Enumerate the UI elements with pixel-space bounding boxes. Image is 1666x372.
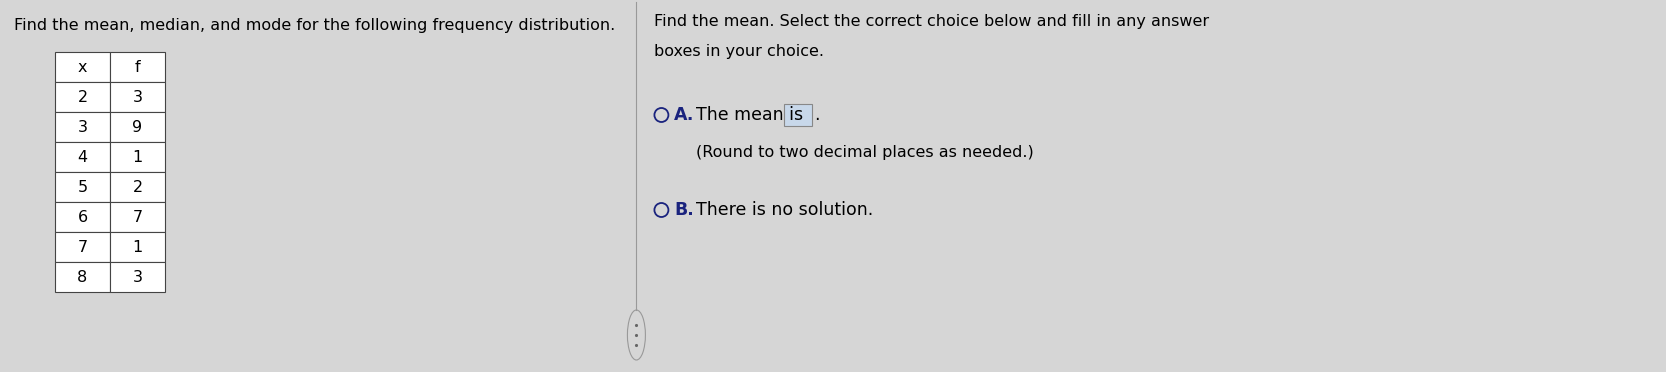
Bar [110, 142, 165, 172]
Text: 2: 2 [132, 180, 143, 195]
Bar [55, 142, 110, 172]
Bar [110, 112, 165, 142]
Bar [785, 104, 813, 126]
Text: 2: 2 [77, 90, 88, 105]
Bar [110, 232, 165, 262]
Text: 1: 1 [132, 150, 143, 164]
Bar [55, 82, 110, 112]
Text: f: f [135, 60, 140, 74]
Text: boxes in your choice.: boxes in your choice. [655, 44, 825, 59]
Bar [110, 202, 165, 232]
Text: 3: 3 [133, 269, 143, 285]
Bar [55, 52, 110, 82]
Text: A.: A. [675, 106, 695, 124]
Text: 3: 3 [133, 90, 143, 105]
Bar [55, 172, 110, 202]
Text: 9: 9 [132, 119, 143, 135]
Ellipse shape [628, 310, 645, 360]
Text: 3: 3 [78, 119, 88, 135]
Text: Find the mean. Select the correct choice below and fill in any answer: Find the mean. Select the correct choice… [655, 14, 1210, 29]
Circle shape [655, 108, 668, 122]
Bar [110, 172, 165, 202]
Circle shape [655, 203, 668, 217]
Bar [55, 232, 110, 262]
Text: (Round to two decimal places as needed.): (Round to two decimal places as needed.) [696, 145, 1035, 160]
Text: 7: 7 [132, 209, 143, 224]
Text: 6: 6 [77, 209, 88, 224]
Text: There is no solution.: There is no solution. [696, 201, 873, 219]
Text: 8: 8 [77, 269, 88, 285]
Bar [110, 82, 165, 112]
Text: B.: B. [675, 201, 695, 219]
Text: x: x [78, 60, 87, 74]
Text: 5: 5 [77, 180, 88, 195]
Text: The mean is: The mean is [696, 106, 803, 124]
Text: 4: 4 [77, 150, 88, 164]
Text: .: . [815, 106, 820, 124]
Text: 7: 7 [77, 240, 88, 254]
Bar [55, 112, 110, 142]
Bar [110, 262, 165, 292]
Text: 1: 1 [132, 240, 143, 254]
Bar [55, 202, 110, 232]
Bar [55, 262, 110, 292]
Text: Find the mean, median, and mode for the following frequency distribution.: Find the mean, median, and mode for the … [13, 18, 615, 33]
Bar [110, 52, 165, 82]
